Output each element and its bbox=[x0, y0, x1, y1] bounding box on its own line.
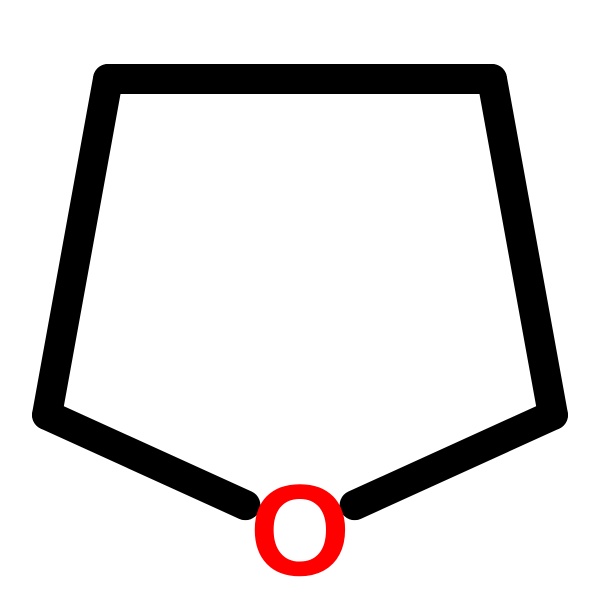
bond bbox=[47, 79, 108, 415]
atom-label-o: O bbox=[249, 457, 350, 600]
bond bbox=[492, 79, 553, 415]
bond bbox=[47, 415, 245, 505]
bonds-group bbox=[47, 79, 553, 505]
bond bbox=[355, 415, 553, 505]
chemical-structure-diagram: O bbox=[0, 0, 600, 600]
atoms-group: O bbox=[249, 457, 350, 600]
